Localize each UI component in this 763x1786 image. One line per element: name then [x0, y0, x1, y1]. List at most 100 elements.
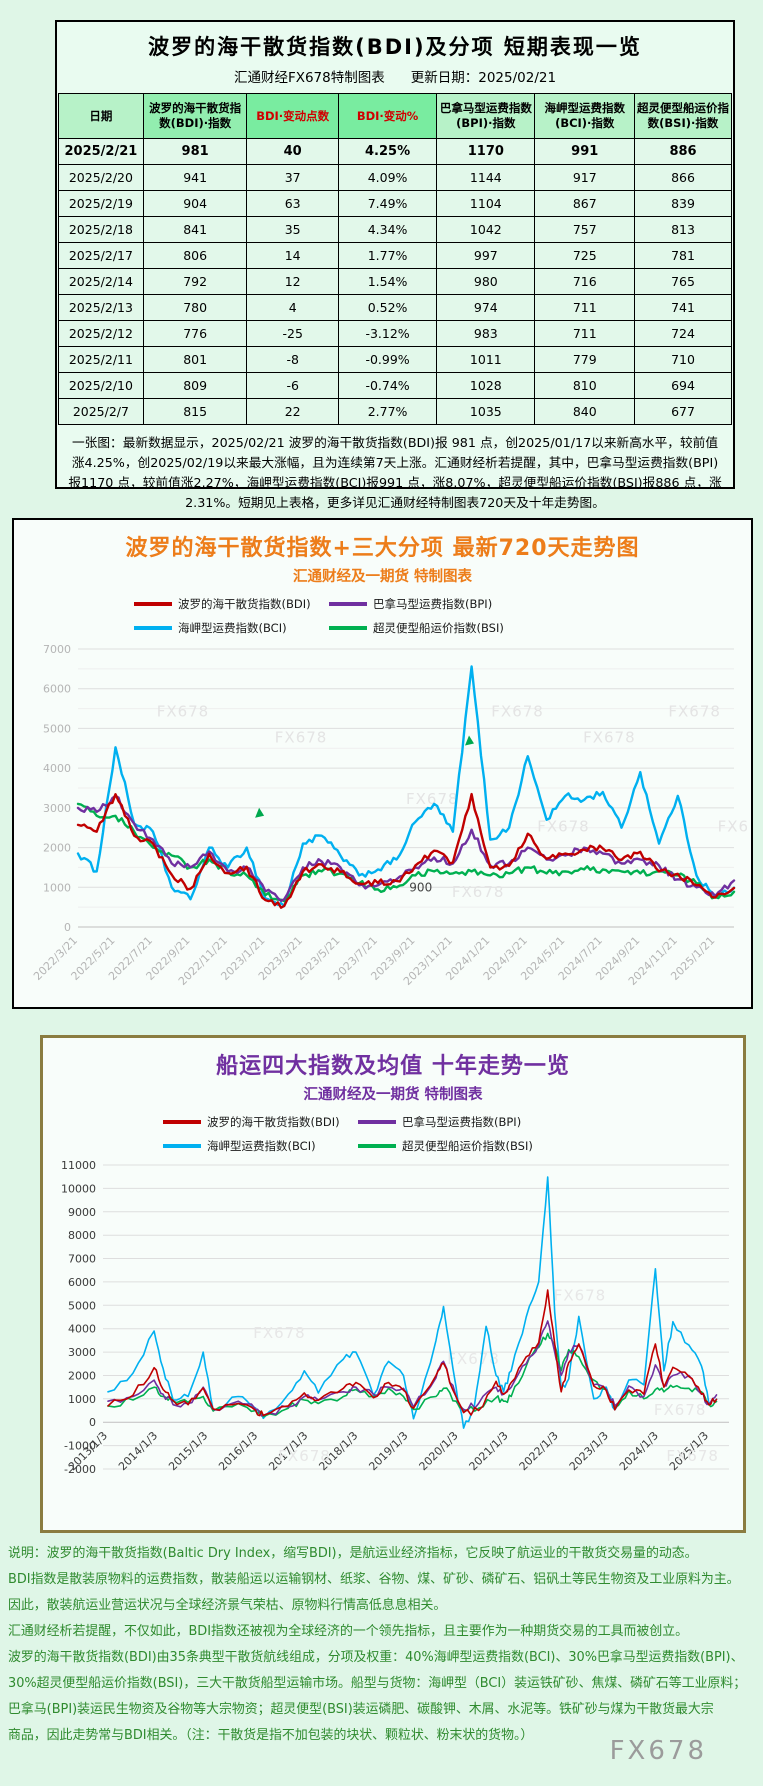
legend-swatch [358, 1143, 396, 1148]
table-cell: 1104 [436, 190, 536, 217]
svg-text:6000: 6000 [68, 1276, 96, 1289]
table-cell: 974 [436, 294, 536, 321]
table-cell: -3.12% [337, 320, 438, 347]
table-cell: 40 [246, 138, 339, 165]
panel-subtitle-date: 更新日期：2025/02/21 [410, 70, 557, 86]
svg-text:FX678: FX678 [452, 883, 505, 901]
column-header: 超灵便型船运价指数(BSI)·指数 [634, 93, 732, 139]
svg-text:2014/1/3: 2014/1/3 [116, 1429, 160, 1473]
table-cell: -25 [246, 320, 339, 347]
legend-item-bpi: 巴拿马型运费指数(BPI) [358, 1114, 553, 1129]
svg-text:900: 900 [409, 880, 432, 894]
legend-label: 海岬型运费指数(BCI) [178, 620, 287, 635]
table-cell: -8 [246, 346, 339, 373]
legend-item-bdi: 波罗的海干散货指数(BDI) [134, 596, 329, 611]
table-cell: 765 [634, 268, 732, 295]
table-cell: 2025/2/10 [58, 372, 144, 399]
svg-text:1000: 1000 [43, 881, 71, 894]
svg-text:FX678: FX678 [491, 703, 544, 721]
panel-title: 波罗的海干散货指数(BDI)及分项 短期表现一览 [148, 35, 642, 59]
svg-text:FX678: FX678 [668, 703, 721, 721]
table-cell: 780 [142, 294, 248, 321]
legend-swatch [134, 601, 172, 606]
footer-line: 波罗的海干散货指数(BDI)由35条典型干散货航线组成，分项及权重：40%海岬型… [8, 1650, 744, 1665]
svg-text:6000: 6000 [43, 683, 71, 696]
svg-text:2021/1/3: 2021/1/3 [467, 1429, 511, 1473]
legend-swatch [358, 1119, 396, 1124]
column-header: BDI·变动% [337, 93, 438, 139]
table-cell: 2025/2/14 [58, 268, 144, 295]
table-cell: 997 [436, 242, 536, 269]
table-cell: 839 [634, 190, 732, 217]
table-cell: 941 [142, 164, 248, 191]
svg-text:-1000: -1000 [64, 1440, 96, 1453]
chart-title-720day: 波罗的海干散货指数+三大分项 最新720天走势图 [125, 536, 640, 561]
svg-text:-2000: -2000 [64, 1463, 96, 1476]
legend-item-bci: 海岬型运费指数(BCI) [163, 1138, 358, 1153]
table-cell: 741 [634, 294, 732, 321]
summary-note: 一张图：最新数据显示，2025/02/21 波罗的海干散货指数(BDI)报 98… [68, 435, 722, 510]
table-cell: 776 [142, 320, 248, 347]
svg-text:FX678: FX678 [654, 1401, 707, 1419]
svg-text:0: 0 [64, 921, 71, 934]
legend-label: 超灵便型船运价指数(BSI) [402, 1138, 533, 1153]
table-cell: 35 [246, 216, 339, 243]
table-row: 2025/2/14 792 12 1.54% 980 716 765 [58, 268, 732, 295]
svg-text:FX678: FX678 [666, 1447, 719, 1465]
table-cell: 4.25% [337, 138, 438, 165]
svg-text:2024/1/3: 2024/1/3 [617, 1429, 661, 1473]
legend-item-bpi: 巴拿马型运费指数(BPI) [329, 596, 524, 611]
shipping-10year-chart: -2000 -1000 0 1000 2000 3000 4000 5000 6000 7000 8… [61, 1159, 729, 1476]
legend-swatch [134, 625, 172, 630]
svg-text:8000: 8000 [68, 1229, 96, 1242]
svg-text:4000: 4000 [43, 762, 71, 775]
svg-text:1000: 1000 [68, 1393, 96, 1406]
table-cell: 1028 [436, 372, 536, 399]
table-row: 2025/2/12 776 -25 -3.12% 983 711 724 [58, 320, 732, 347]
table-row: 2025/2/11 801 -8 -0.99% 1011 779 710 [58, 346, 732, 373]
table-cell: 2025/2/17 [58, 242, 144, 269]
table-cell: 2025/2/19 [58, 190, 144, 217]
table-cell: -0.99% [337, 346, 438, 373]
table-row: 2025/2/18 841 35 4.34% 1042 757 813 [58, 216, 732, 243]
table-row: 2025/2/20 941 37 4.09% 1144 917 866 [58, 164, 732, 191]
table-cell: 677 [634, 398, 732, 425]
table-cell: 867 [534, 190, 636, 217]
footer-line: 30%超灵便型船运价指数(BSI)，三大干散货船型运输市场。船型与货物：海岬型（… [8, 1676, 747, 1691]
footer-line: BDI指数是散装原物料的运费指数，散装船运以运输钢材、纸浆、谷物、煤、矿砂、磷矿… [8, 1572, 740, 1587]
svg-text:2015/1/3: 2015/1/3 [166, 1429, 210, 1473]
svg-text:FX678: FX678 [554, 1287, 607, 1305]
table-cell: 694 [634, 372, 732, 399]
column-header: 波罗的海干散货指数(BDI)·指数 [142, 93, 248, 139]
footer-line: 因此，散装航运业营运状况与全球经济景气荣枯、原物料行情高低息息相关。 [8, 1598, 447, 1613]
column-header: BDI·变动点数 [246, 93, 339, 139]
chart-subtitle-10year: 汇通财经及一期货 特制图表 [303, 1087, 483, 1103]
table-cell: 1035 [436, 398, 536, 425]
table-row: 2025/2/13 780 4 0.52% 974 711 741 [58, 294, 732, 321]
bdi-720day-chart: 010002000300040005000600070002022/3/2120… [31, 643, 749, 988]
column-header: 海岬型运费指数(BCI)·指数 [534, 93, 636, 139]
table-cell: 2025/2/18 [58, 216, 144, 243]
table-cell: 886 [634, 138, 732, 165]
svg-text:4000: 4000 [68, 1323, 96, 1336]
table-cell: 2025/2/7 [58, 398, 144, 425]
table-cell: 904 [142, 190, 248, 217]
table-row: 2025/2/21 981 40 4.25% 1170 991 886 [58, 138, 732, 165]
table-cell: 725 [534, 242, 636, 269]
shipping-10year-panel: 船运四大指数及均值 十年走势一览 汇通财经及一期货 特制图表 波罗的海干散货指数… [40, 1035, 746, 1533]
table-cell: 724 [634, 320, 732, 347]
table-cell: 2025/2/20 [58, 164, 144, 191]
fx678-watermark: FX678 [609, 1736, 707, 1766]
svg-text:5000: 5000 [68, 1299, 96, 1312]
svg-text:7000: 7000 [68, 1253, 96, 1266]
table-cell: 22 [246, 398, 339, 425]
table-cell: 4.09% [337, 164, 438, 191]
table-cell: 2025/2/12 [58, 320, 144, 347]
bdi-table-body: 2025/2/21 981 40 4.25% 1170 991 886 2025/2/20 94… [58, 138, 732, 425]
bdi-short-term-panel: 波罗的海干散货指数(BDI)及分项 短期表现一览 汇通财经FX678特制图表 更新… [55, 20, 735, 510]
svg-text:2000: 2000 [43, 842, 71, 855]
svg-text:FX678: FX678 [537, 818, 590, 836]
table-row: 2025/2/17 806 14 1.77% 997 725 781 [58, 242, 732, 269]
chart-title-10year: 船运四大指数及均值 十年走势一览 [216, 1054, 570, 1079]
bdi-short-term-table: 日期 波罗的海干散货指数(BDI)·指数 BDI·变动点数 BDI·变动% 巴拿马型运费… [58, 93, 732, 425]
